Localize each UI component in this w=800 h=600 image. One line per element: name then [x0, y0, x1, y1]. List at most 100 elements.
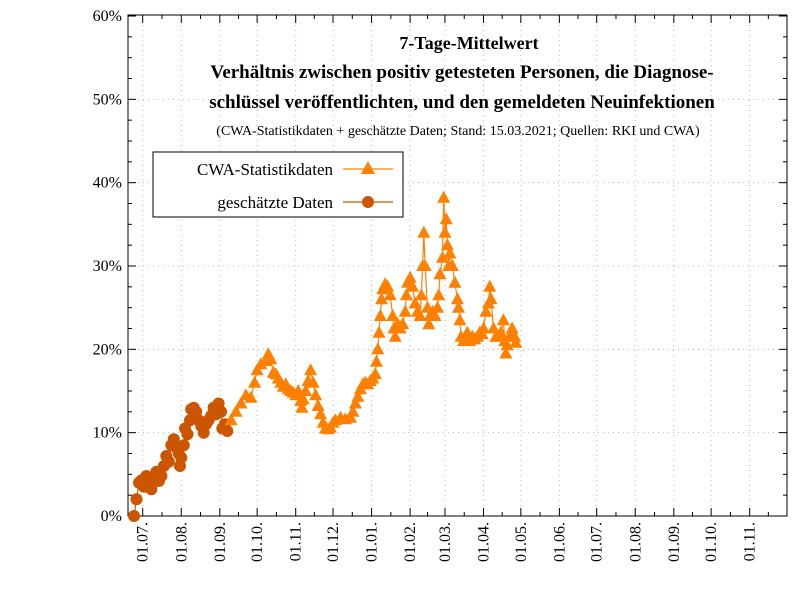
cwa-data-point: [505, 321, 519, 334]
chart-title: 7-Tage-Mittelwert: [399, 33, 538, 53]
cwa-data-point: [484, 292, 498, 305]
cwa-data-point: [296, 392, 310, 405]
x-tick-label: 01.09.: [666, 522, 683, 562]
cwa-data-point: [386, 309, 400, 321]
estimated-data-point: [181, 428, 194, 441]
cwa-data-point: [383, 288, 397, 301]
cwa-data-point: [433, 267, 447, 280]
cwa-data-point: [509, 335, 523, 348]
cwa-data-point: [351, 389, 365, 402]
estimated-data-point: [215, 405, 228, 418]
cwa-data-point: [399, 288, 413, 301]
x-tick-label: 01.03.: [437, 522, 454, 562]
y-tick-label: 30%: [93, 258, 122, 275]
cwa-data-point: [375, 292, 388, 305]
x-tick-label: 01.05.: [513, 522, 530, 562]
x-tick-label: 01.10.: [249, 522, 266, 562]
estimated-data-point: [175, 451, 188, 464]
cwa-data-point: [414, 288, 428, 301]
cwa-data-point: [483, 279, 497, 292]
cwa-data-point: [448, 275, 462, 288]
cwa-data-point: [496, 313, 510, 326]
y-tick-label: 20%: [93, 341, 122, 358]
cwa-data-point: [396, 317, 410, 330]
cwa-data-point: [439, 212, 453, 225]
x-tick-label: 01.02.: [402, 522, 419, 562]
legend-symbol-cwa: [343, 161, 393, 174]
cwa-data-point: [299, 384, 313, 396]
cwa-data-point: [346, 404, 360, 417]
legend-box: [152, 151, 404, 218]
chart-title-line-2: Verhältnis zwischen positiv getesteten P…: [210, 62, 713, 83]
cwa-data-point: [445, 259, 459, 271]
grid-layer: [128, 15, 787, 516]
x-tick-label: 01.08.: [173, 522, 190, 562]
estimated-data-point: [128, 510, 140, 522]
cwa-data-point: [309, 388, 323, 401]
cwa-data-point: [348, 396, 362, 409]
x-tick-label: 01.11.: [742, 522, 759, 561]
cwa-data-point: [428, 309, 442, 321]
x-tick-label: 01.11.: [288, 522, 305, 561]
cwa-data-point: [494, 325, 508, 338]
cwa-data-point: [487, 321, 500, 334]
cwa-data-point: [432, 288, 446, 301]
axis-layer: 0% 10% 20% 30% 40% 50% 60% 01.07. 01.08. 01.09. 01…: [93, 8, 787, 562]
legend-label-estimated: geschätzte Daten: [217, 193, 333, 212]
cwa-data-point: [264, 352, 278, 365]
cwa-data-point: [422, 317, 436, 330]
cwa-data-point: [311, 399, 325, 411]
cwa-data-point: [417, 225, 431, 238]
cwa-data-point: [398, 304, 412, 317]
series-cwa-statistikdaten: [224, 190, 523, 435]
cwa-data-point: [508, 329, 522, 342]
cwa-data-point: [371, 342, 385, 355]
y-tick-label: 60%: [93, 8, 122, 25]
series-geschaetzte-daten: [128, 397, 234, 522]
estimated-data-point: [130, 493, 143, 506]
cwa-data-point: [437, 190, 451, 203]
x-tick-label: 01.07.: [135, 522, 152, 562]
cwa-data-point: [450, 292, 464, 305]
x-tick-label: 01.04.: [476, 522, 493, 562]
x-tick-label: 01.06.: [551, 522, 568, 562]
cwa-data-point: [295, 400, 309, 413]
estimated-data-point: [155, 470, 168, 482]
cwa-data-point: [413, 309, 427, 321]
x-tick-label: 01.07.: [589, 522, 606, 562]
estimated-data-point: [162, 455, 175, 468]
legend-symbol-estimated: [343, 196, 393, 208]
chart-subtitle: (CWA-Statistikdaten + geschätzte Daten; …: [216, 124, 700, 139]
triangle-marker-icon: [361, 161, 375, 174]
cwa-data-point: [229, 404, 243, 417]
x-tick-label: 01.08.: [627, 522, 644, 562]
x-tick-label: 01.01.: [364, 522, 381, 562]
cwa-data-point: [408, 296, 422, 309]
cwa-series-line: [230, 197, 517, 430]
circle-marker-icon: [362, 196, 374, 208]
cwa-data-point: [436, 250, 449, 263]
cwa-data-point: [244, 390, 258, 403]
estimated-data-point: [145, 483, 158, 496]
cwa-data-point: [440, 238, 454, 251]
x-tick-label: 01.12.: [325, 522, 342, 562]
cwa-data-point: [452, 300, 466, 313]
y-tick-label: 10%: [93, 425, 122, 442]
cwa-data-point: [499, 346, 513, 359]
cwa-data-point: [443, 246, 457, 259]
estimated-data-point: [221, 425, 234, 437]
cwa-data-point: [438, 225, 452, 238]
estimated-data-point: [184, 414, 196, 427]
cwa-data-point: [373, 309, 387, 321]
estimated-data-point: [177, 439, 190, 452]
series-layer: [128, 190, 523, 522]
cwa-data-point: [479, 304, 493, 317]
legend: CWA-Statistikdaten geschätzte Daten: [152, 151, 404, 218]
chart-title-line-3: schlüssel veröffentlichten, und den geme…: [209, 92, 715, 113]
cwa-data-point: [306, 375, 320, 388]
x-tick-label: 01.10.: [703, 522, 720, 562]
legend-label-cwa: CWA-Statistikdaten: [197, 160, 333, 179]
cwa-data-point: [234, 396, 248, 409]
cwa-data-point: [370, 354, 383, 367]
cwa-data-point: [381, 279, 395, 292]
